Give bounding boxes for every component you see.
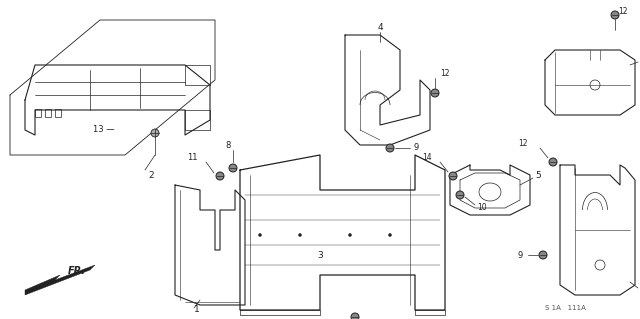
Circle shape	[216, 172, 224, 180]
Text: 14: 14	[422, 153, 432, 162]
Circle shape	[386, 144, 394, 152]
Bar	[55, 109, 61, 117]
Text: 12: 12	[440, 69, 449, 78]
Circle shape	[431, 89, 439, 97]
Circle shape	[388, 234, 392, 236]
Circle shape	[456, 191, 464, 199]
Circle shape	[611, 11, 619, 19]
Circle shape	[539, 251, 547, 259]
Bar	[35, 109, 41, 117]
Text: 12: 12	[518, 138, 528, 147]
Text: 10: 10	[477, 204, 486, 212]
Circle shape	[351, 313, 359, 319]
Text: 2: 2	[148, 170, 154, 180]
Bar	[45, 109, 51, 117]
Text: 1: 1	[194, 306, 200, 315]
Circle shape	[349, 234, 351, 236]
Text: 13 —: 13 —	[93, 125, 115, 135]
Text: 8: 8	[225, 140, 230, 150]
Polygon shape	[25, 265, 95, 295]
Circle shape	[259, 234, 262, 236]
Text: 5: 5	[535, 170, 541, 180]
Text: S 1A   111A: S 1A 111A	[545, 305, 586, 311]
Text: 9: 9	[413, 144, 419, 152]
Text: 12: 12	[618, 8, 627, 17]
Text: 3: 3	[317, 250, 323, 259]
Circle shape	[449, 172, 457, 180]
Text: FR.: FR.	[68, 266, 86, 276]
Text: 11: 11	[188, 153, 198, 162]
Circle shape	[298, 234, 301, 236]
Circle shape	[229, 164, 237, 172]
Text: 9: 9	[518, 250, 523, 259]
Text: 4: 4	[377, 24, 383, 33]
Circle shape	[151, 129, 159, 137]
Circle shape	[549, 158, 557, 166]
